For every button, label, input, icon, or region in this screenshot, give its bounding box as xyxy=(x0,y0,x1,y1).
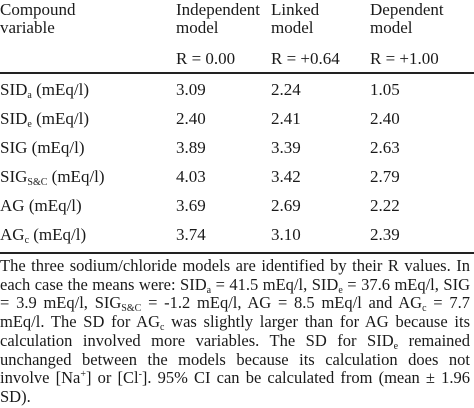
table-bottom-rule xyxy=(0,252,474,254)
row-label: AG (mEq/l) xyxy=(0,197,82,215)
row-label-unit: (mEq/l) xyxy=(47,167,105,186)
cell-linked: 2.41 xyxy=(271,109,301,128)
footnote-sub: c xyxy=(159,322,165,334)
header-linked: Linked model xyxy=(271,1,319,37)
cell-independent: 3.09 xyxy=(176,80,206,99)
footnote-text: ]. 95% CI can be calculated from (mean ±… xyxy=(0,368,470,406)
footnote-text: ] or [Cl xyxy=(86,368,139,388)
cell-dependent: 2.79 xyxy=(370,167,400,186)
footnote-sub: e xyxy=(338,284,343,296)
cell-independent: 2.40 xyxy=(176,109,206,128)
cell-dependent: 2.22 xyxy=(370,196,400,215)
header-dependent-line2: model xyxy=(370,18,413,37)
row-label: AGc (mEq/l) xyxy=(0,225,87,246)
r-value-linked: R = +0.64 xyxy=(271,49,340,68)
row-label-base: SIG xyxy=(0,138,28,157)
footnote-text: The three sodium/chloride models are ide… xyxy=(0,256,470,294)
footnote-text: = 41.5 mEq/l, SID xyxy=(211,274,339,294)
header-rule xyxy=(0,72,474,74)
row-label-unit: (mEq/l) xyxy=(31,109,89,128)
table-footnote: The three sodium/chloride models are ide… xyxy=(0,256,471,407)
row-label-unit: (mEq/l) xyxy=(31,80,89,99)
footnote-sub: a xyxy=(206,284,212,296)
header-dependent-line1: Dependent xyxy=(370,0,444,19)
r-value-independent: R = 0.00 xyxy=(176,49,236,68)
row-label-sub: e xyxy=(27,119,32,130)
row-label-sub: c xyxy=(24,235,30,246)
header-linked-line2: model xyxy=(271,18,314,37)
header-independent: Independent model xyxy=(176,1,260,37)
row-label-base: AG xyxy=(0,225,25,244)
row-label-unit: (mEq/l) xyxy=(24,196,82,215)
row-label-base: AG xyxy=(0,196,25,215)
row-label: SIDa (mEq/l) xyxy=(0,80,89,101)
footnote-sup: - xyxy=(138,369,142,381)
r-value-dependent: R = +1.00 xyxy=(370,49,439,68)
cell-linked: 3.10 xyxy=(271,225,301,244)
header-compound-line2: variable xyxy=(0,18,55,37)
cell-linked: 2.24 xyxy=(271,80,301,99)
footnote-text: = -1.2 mEq/l, AG = 8.5 mEq/l and AG xyxy=(141,293,423,313)
footnote-text: = 37.6 mEq/l, SIG = 3.9 mEq/l, SIG xyxy=(0,274,470,313)
header-compound: Compound variable xyxy=(0,1,76,37)
row-label-base: SID xyxy=(0,80,28,99)
header-independent-line1: Independent xyxy=(176,0,261,19)
cell-dependent: 1.05 xyxy=(370,80,400,99)
header-compound-line1: Compound xyxy=(0,0,76,19)
cell-independent: 3.89 xyxy=(176,138,206,157)
row-label-base: SID xyxy=(0,109,28,128)
row-label-sub: a xyxy=(27,90,32,101)
footnote-sub: c xyxy=(422,303,427,315)
cell-independent: 3.74 xyxy=(176,225,206,244)
footnote-sub: S&C xyxy=(121,303,142,315)
row-label-unit: (mEq/l) xyxy=(29,225,87,244)
header-linked-line1: Linked xyxy=(271,0,320,19)
footnote-text: = 7.7 mEq/l. The SD for AG xyxy=(0,293,471,332)
row-label: SIG (mEq/l) xyxy=(0,139,85,157)
header-dependent: Dependent model xyxy=(370,1,444,37)
row-label: SIGS&C (mEq/l) xyxy=(0,167,105,188)
cell-linked: 3.39 xyxy=(271,138,301,157)
header-independent-line2: model xyxy=(176,18,219,37)
footnote-sub: e xyxy=(393,340,399,352)
footnote-text: remained unchanged between the models be… xyxy=(0,330,470,388)
cell-dependent: 2.40 xyxy=(370,109,400,128)
cell-independent: 3.69 xyxy=(176,196,206,215)
row-label-unit: (mEq/l) xyxy=(27,138,85,157)
cell-linked: 3.42 xyxy=(271,167,301,186)
cell-dependent: 2.39 xyxy=(370,225,400,244)
footnote-text: was slightly larger than for AG because … xyxy=(0,312,470,350)
footnote-sup: + xyxy=(80,369,86,381)
row-label: SIDe (mEq/l) xyxy=(0,109,89,130)
footnote-paragraph: The three sodium/chloride models are ide… xyxy=(0,256,471,407)
cell-dependent: 2.63 xyxy=(370,138,400,157)
row-label-sub: S&C xyxy=(27,177,48,188)
cell-independent: 4.03 xyxy=(176,167,206,186)
cell-linked: 2.69 xyxy=(271,196,301,215)
row-label-base: SIG xyxy=(0,167,28,186)
